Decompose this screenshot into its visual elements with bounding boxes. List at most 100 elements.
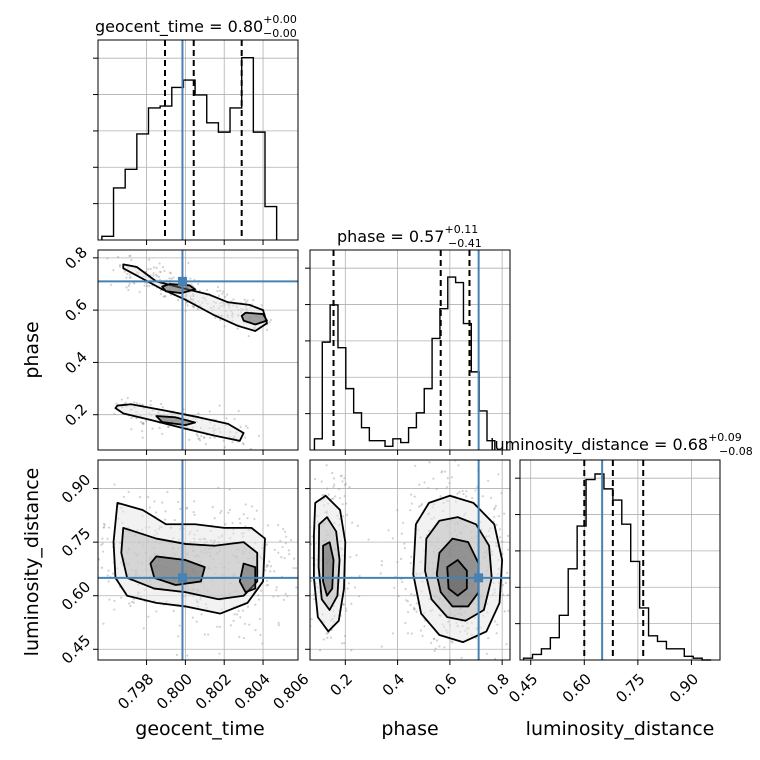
sample-point xyxy=(222,439,225,442)
sample-point xyxy=(501,593,505,596)
sample-point xyxy=(465,682,467,684)
sample-point xyxy=(159,292,163,296)
title-geocent-time: geocent_time = 0.80+0.00 −0.00 xyxy=(95,13,297,40)
sample-point xyxy=(193,500,196,503)
sample-point xyxy=(209,436,212,439)
sample-point xyxy=(429,669,431,671)
sample-point xyxy=(501,540,504,543)
sample-point xyxy=(192,511,195,514)
sample-point xyxy=(281,545,284,549)
sample-point xyxy=(396,509,399,512)
sample-point xyxy=(399,557,403,560)
sample-point xyxy=(172,609,175,612)
sample-point xyxy=(331,471,334,475)
sample-point xyxy=(252,298,255,302)
sample-point xyxy=(268,321,271,324)
sample-point xyxy=(415,610,418,613)
sample-point xyxy=(312,597,316,601)
sample-point xyxy=(325,487,329,490)
sample-point xyxy=(280,556,283,559)
sample-point xyxy=(493,620,497,623)
sample-point xyxy=(112,572,115,575)
sample-point xyxy=(142,422,145,425)
sample-point xyxy=(102,525,106,529)
sample-point xyxy=(332,477,336,480)
x-axis-label-geocent-time: geocent_time xyxy=(135,718,264,740)
sample-point xyxy=(326,632,329,635)
sample-point xyxy=(225,293,229,296)
sample-point xyxy=(100,566,104,569)
sample-point xyxy=(106,257,109,260)
sample-point xyxy=(493,506,497,510)
sample-point xyxy=(345,513,349,516)
sample-point xyxy=(495,523,498,526)
sample-point xyxy=(493,508,496,511)
sample-point xyxy=(325,464,328,467)
x-tick-label-phase: 0.4 xyxy=(379,670,409,700)
sample-point xyxy=(87,572,89,574)
sample-point xyxy=(248,623,251,626)
sample-point xyxy=(344,482,348,485)
sample-point xyxy=(451,641,454,644)
sample-point xyxy=(490,496,493,499)
sample-point xyxy=(228,508,232,511)
sample-point xyxy=(413,594,416,597)
sample-point xyxy=(277,523,280,527)
sample-point xyxy=(205,288,209,292)
sample-point xyxy=(163,295,166,298)
sample-point xyxy=(343,494,346,498)
sample-point xyxy=(330,497,333,501)
sample-point xyxy=(343,477,346,480)
sample-point xyxy=(117,255,120,259)
sample-point xyxy=(235,613,239,616)
x-tick-label-luminosity-distance: 0.90 xyxy=(666,670,702,706)
sample-point xyxy=(246,605,250,608)
sample-point xyxy=(414,464,417,467)
sample-point xyxy=(265,579,269,583)
sample-point xyxy=(269,565,273,568)
sample-point xyxy=(413,608,416,611)
sample-point xyxy=(430,705,432,707)
y-tick-label-phase: 0.6 xyxy=(61,296,91,326)
sample-point xyxy=(148,506,151,509)
sample-point xyxy=(285,535,288,538)
sample-point xyxy=(128,273,131,276)
sample-point xyxy=(410,632,413,635)
sample-point xyxy=(327,493,330,496)
sample-point xyxy=(331,675,333,677)
sample-point xyxy=(268,560,271,563)
sample-point xyxy=(126,397,129,400)
sample-point xyxy=(341,642,344,645)
hist-panel-geocent-time xyxy=(93,39,299,245)
sample-point xyxy=(253,517,256,521)
sample-point xyxy=(163,518,167,521)
sample-point xyxy=(406,611,410,614)
sample-point xyxy=(157,275,161,278)
sample-point xyxy=(173,519,176,522)
sample-point xyxy=(410,593,413,596)
histogram-phase xyxy=(313,276,496,450)
sample-point xyxy=(430,641,433,644)
sample-point xyxy=(432,637,435,641)
sample-point xyxy=(310,579,313,582)
title-phase-plus: +0.11 xyxy=(444,223,478,236)
sample-point xyxy=(148,258,151,261)
sample-point xyxy=(133,282,136,285)
sample-point xyxy=(237,409,240,413)
sample-point xyxy=(130,417,133,420)
histogram-geocent-time xyxy=(101,57,278,240)
sample-point xyxy=(86,504,88,506)
y-axis-label-phase: phase xyxy=(21,321,43,378)
sample-point xyxy=(396,665,398,667)
sample-point xyxy=(463,669,465,671)
sample-point xyxy=(203,633,206,636)
sample-point xyxy=(185,507,188,510)
sample-point xyxy=(499,536,502,539)
sample-point xyxy=(440,471,443,474)
sample-point xyxy=(266,583,270,587)
sample-point xyxy=(102,526,105,529)
sample-point xyxy=(223,325,226,328)
sample-point xyxy=(299,655,301,657)
scatter-panel-phase-vs-luminosity-distance xyxy=(299,459,511,707)
sample-point xyxy=(224,523,227,526)
